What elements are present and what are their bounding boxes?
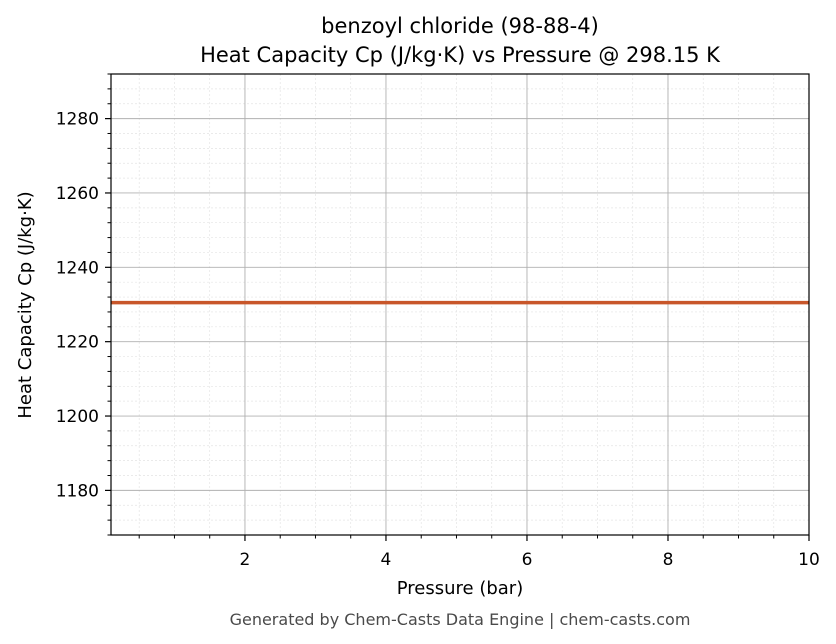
y-tick-label: 1260 bbox=[56, 184, 99, 204]
y-tick-label: 1180 bbox=[56, 481, 99, 501]
y-tick-label: 1220 bbox=[56, 333, 99, 353]
y-tick-label: 1200 bbox=[56, 407, 99, 427]
x-axis: 2 4 6 8 10 bbox=[138, 535, 820, 570]
chart-subtitle: Heat Capacity Cp (J/kg·K) vs Pressure @ … bbox=[200, 43, 721, 67]
x-tick-label: 6 bbox=[522, 550, 533, 570]
chart-title: benzoyl chloride (98-88-4) bbox=[321, 14, 599, 38]
footer-credit: Generated by Chem-Casts Data Engine | ch… bbox=[230, 610, 691, 629]
x-tick-label: 2 bbox=[240, 550, 251, 570]
plot-background bbox=[111, 74, 809, 535]
y-axis-label: Heat Capacity Cp (J/kg·K) bbox=[15, 191, 36, 418]
y-axis: 1180 1200 1220 1240 1260 1280 bbox=[56, 73, 111, 536]
x-tick-label: 8 bbox=[663, 550, 674, 570]
x-tick-label: 4 bbox=[381, 550, 392, 570]
y-tick-label: 1280 bbox=[56, 110, 99, 130]
minor-grid bbox=[111, 73, 809, 536]
plot-frame bbox=[110, 73, 810, 536]
y-tick-label: 1240 bbox=[56, 258, 99, 278]
x-axis-label: Pressure (bar) bbox=[397, 578, 523, 599]
x-tick-label: 10 bbox=[798, 550, 820, 570]
